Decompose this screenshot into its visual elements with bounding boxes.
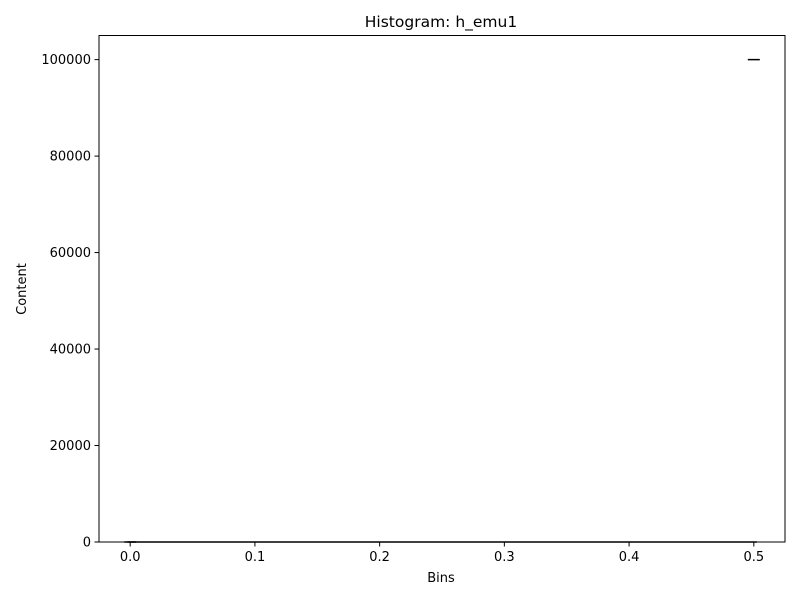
y-tick-label: 100000 [41,53,91,68]
y-axis-label: Content [15,263,30,315]
y-tick-label: 0 [83,536,91,551]
y-axis-ticks: 0 20000 40000 60000 80000 100000 [41,53,99,551]
plot-area [99,35,785,542]
y-tick-label: 60000 [50,246,91,261]
x-tick-label: 0.3 [494,550,515,565]
x-tick-label: 0.2 [369,550,390,565]
y-tick-label: 80000 [50,150,91,165]
x-tick-label: 0.5 [743,550,764,565]
chart-title: Histogram: h_emu1 [365,13,517,32]
x-tick-label: 0.1 [245,550,266,565]
x-axis-label: Bins [427,571,455,586]
x-axis-ticks: 0.0 0.1 0.2 0.3 0.4 0.5 [120,542,764,565]
y-tick-label: 40000 [50,343,91,358]
plot-frame [98,35,786,543]
x-tick-label: 0.0 [120,550,141,565]
x-tick-label: 0.4 [619,550,640,565]
y-tick-label: 20000 [50,439,91,454]
